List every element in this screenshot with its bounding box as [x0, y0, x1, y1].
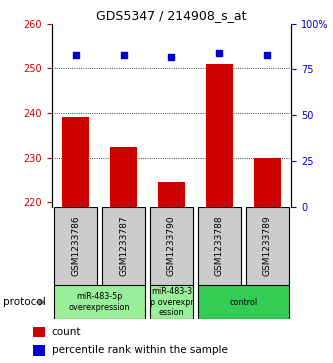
Point [265, 52, 270, 58]
Text: protocol: protocol [3, 297, 46, 307]
Bar [206, 64, 233, 207]
Bar [102, 207, 145, 285]
Bar [54, 207, 97, 285]
Bar [198, 285, 289, 319]
Point [169, 54, 174, 60]
Text: GSM1233789: GSM1233789 [263, 216, 272, 276]
Point [73, 52, 78, 58]
Bar [33, 327, 45, 337]
Bar [198, 207, 241, 285]
Text: count: count [52, 327, 81, 337]
Bar [150, 207, 193, 285]
Bar [246, 207, 289, 285]
Bar [54, 285, 145, 319]
Bar [33, 345, 45, 356]
Point [121, 52, 126, 58]
Text: control: control [229, 298, 257, 307]
Text: GSM1233788: GSM1233788 [215, 216, 224, 276]
Text: GSM1233786: GSM1233786 [71, 216, 80, 276]
Text: miR-483-3
p overexpr
ession: miR-483-3 p overexpr ession [150, 287, 193, 317]
Point [217, 50, 222, 56]
Bar [110, 147, 137, 207]
Title: GDS5347 / 214908_s_at: GDS5347 / 214908_s_at [96, 9, 247, 23]
Text: GSM1233787: GSM1233787 [119, 216, 128, 276]
Bar [254, 158, 281, 207]
Bar [62, 118, 89, 207]
Text: GSM1233790: GSM1233790 [167, 216, 176, 276]
Bar [158, 182, 185, 207]
Text: percentile rank within the sample: percentile rank within the sample [52, 345, 227, 355]
Bar [150, 285, 193, 319]
Text: miR-483-5p
overexpression: miR-483-5p overexpression [69, 293, 130, 312]
